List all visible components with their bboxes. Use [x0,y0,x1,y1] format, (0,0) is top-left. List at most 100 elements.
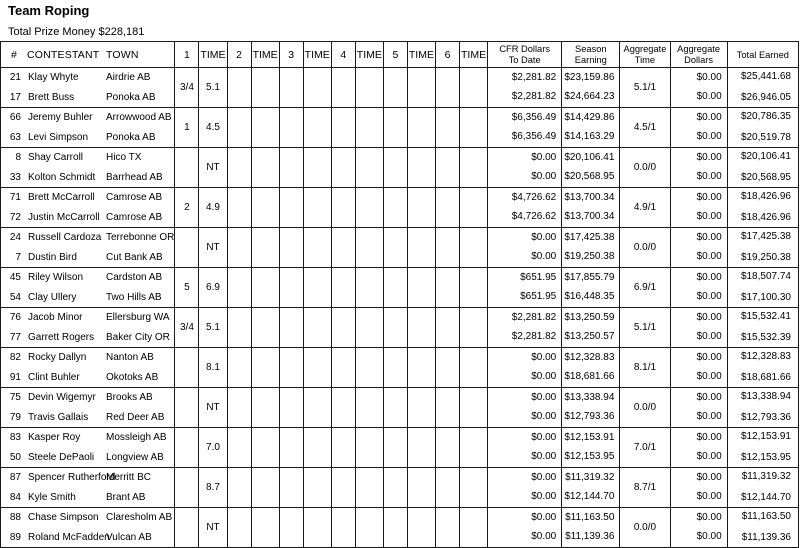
cfr-dollars-cell: $0.00 $0.00 [487,507,563,548]
aggregate-time-value: 4.9/1 [633,202,657,213]
round-cell-empty [278,227,304,268]
contestant-number: 88 [9,512,21,524]
round-3-header: 3 [278,41,304,68]
time-cell-empty [302,467,332,508]
time-cell-empty [459,107,489,148]
contestant-name: Travis Gallais [28,411,89,423]
total-earned-value: $17,100.30 [740,292,791,303]
time-cell-empty [302,267,332,308]
round-cell-empty [434,427,461,468]
cfr-dollars-value: $0.00 [531,511,557,523]
total-earned-cell: $12,328.83 $18,681.66 [726,347,800,388]
team-row: 87 Spencer Rutherford Merritt BC 84 Kyle… [0,467,800,508]
time-cell-empty [354,347,384,388]
time-cell-empty [406,427,436,468]
round-cell-empty [434,227,461,268]
total-earned-cell: $13,338.94 $12,793.36 [726,387,800,428]
round-cell-empty [278,467,304,508]
time-cell-empty [459,147,489,188]
round-cell-empty [382,267,408,308]
round-cell-empty [330,427,356,468]
time-cell-empty [250,347,280,388]
season-earning-value: $16,448.35 [564,291,615,303]
aggregate-dollars-cell: $0.00 $0.00 [669,267,728,308]
time-cell-empty [250,307,280,348]
season-earning-value: $13,250.57 [564,331,615,343]
time-cell-empty [354,187,384,228]
aggregate-dollars-value: $0.00 [696,391,722,403]
round-cell-empty [278,347,304,388]
round-cell-empty [226,67,252,108]
round-placed-cell: 3/4 [174,67,200,108]
contestant-cell: 24 Russell Cardoza Terrebonne OR 7 Dusti… [0,227,176,268]
round-2-header: 2 [226,41,252,68]
aggregate-time-value: 4.5/1 [633,122,657,133]
total-earned-value: $11,163.50 [741,511,791,522]
contestant-number: 17 [9,91,21,103]
total-earned-cell: $11,319.32 $12,144.70 [726,467,800,508]
team-row: 71 Brett McCarroll Camrose AB 72 Justin … [0,187,800,228]
season-earning-cell: $11,319.32 $12,144.70 [561,467,621,508]
contestant-town: Camrose AB [106,192,163,204]
total-earned-value: $15,532.39 [740,332,791,343]
cfr-dollars-value: $0.00 [531,411,557,423]
time-cell-empty [459,467,489,508]
contestant-line: 50 Steele DePaoli Longview AB [2,451,174,464]
contestant-name: Russell Cardoza [28,232,102,244]
contestant-number: 72 [9,211,21,223]
season-earning-value: $11,139.36 [565,531,615,543]
total-earned-value: $20,519.78 [740,132,791,143]
results-table: # CONTESTANT TOWN 1 TIME 2 TIME 3 TIME 4… [0,41,800,548]
total-earned-value: $12,144.70 [740,492,791,503]
contestant-cell: 21 Klay Whyte Airdrie AB 17 Brett Buss P… [0,67,176,108]
aggregate-time-cell: 8.1/1 [619,347,671,388]
team-row: 21 Klay Whyte Airdrie AB 17 Brett Buss P… [0,67,800,108]
season-earning-value: $13,700.34 [564,211,615,223]
time-cell-empty [250,267,280,308]
time-cell-empty [354,67,384,108]
cfr-dollars-cell: $2,281.82 $2,281.82 [487,307,563,348]
season-earning-value: $20,568.95 [564,171,615,183]
contestant-name: Roland McFadden [28,531,110,543]
contestant-line: 91 Clint Buhler Okotoks AB [2,371,174,384]
season-earning-value: $12,153.91 [564,431,615,443]
total-earned-value: $20,106.41 [740,151,791,162]
round-placed-cell: 3/4 [174,307,200,348]
contestant-town: Hico TX [106,152,142,164]
season-earning-cell: $23,159.86 $24,664.23 [561,67,621,108]
aggregate-time-value: 0.0/0 [633,242,657,253]
contestant-number: 89 [9,531,21,543]
season-earning-value: $13,250.59 [564,311,615,323]
season-earning-cell: $20,106.41 $20,568.95 [561,147,621,188]
time-cell-empty [302,227,332,268]
aggregate-dollars-cell: $0.00 $0.00 [669,507,728,548]
aggregate-time-value: 0.0/0 [633,402,657,413]
aggregate-dollars-value: $0.00 [696,531,722,543]
contestant-line: 77 Garrett Rogers Baker City OR [2,331,174,344]
season-earning-cell: $17,855.79 $16,448.35 [561,267,621,308]
total-earned-cell: $20,786.35 $20,519.78 [726,107,800,148]
round-placed-value: 3/4 [179,82,194,93]
contestant-name: Chase Simpson [28,512,99,524]
time-cell-empty [459,187,489,228]
cfr-dollars-cell: $2,281.82 $2,281.82 [487,67,563,108]
contestant-cell: 83 Kasper Roy Mossleigh AB 50 Steele DeP… [0,427,176,468]
total-earned-cell: $18,507.74 $17,100.30 [726,267,800,308]
time-value: NT [206,242,220,253]
total-earned-value: $12,328.83 [740,351,791,362]
contestant-town: Cut Bank AB [106,251,163,263]
round-1-header: 1 [174,41,200,68]
cfr-dollars-cell: $0.00 $0.00 [487,227,563,268]
round-cell-empty [278,267,304,308]
round-cell-empty [382,507,408,548]
contestant-cell: 76 Jacob Minor Ellersburg WA 77 Garrett … [0,307,176,348]
aggregate-dollars-cell: $0.00 $0.00 [669,387,728,428]
aggregate-time-value: 8.1/1 [633,362,657,373]
aggregate-time-cell: 4.5/1 [619,107,671,148]
time-cell-empty [250,507,280,548]
season-earning-cell: $12,328.83 $18,681.66 [561,347,621,388]
contestant-line: 33 Kolton Schmidt Barrhead AB [2,171,174,184]
contestant-town: Camrose AB [106,211,163,223]
round-cell-empty [330,107,356,148]
season-earning-value: $18,681.66 [564,371,615,383]
